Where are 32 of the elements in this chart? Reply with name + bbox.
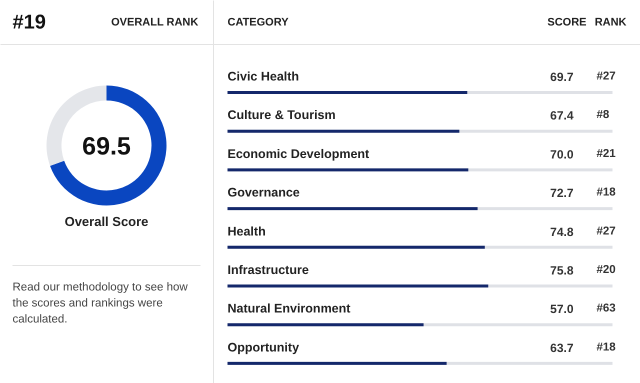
- text: Overall Score: [64, 214, 148, 229]
- data-label: 67.4: [550, 108, 574, 123]
- text: Read our methodology to see how the scores and rankings were calculated.: [12, 282, 188, 326]
- data-label: 70.0: [550, 147, 574, 162]
- text: RANK: [594, 16, 627, 28]
- y-tick-label: Civic Health: [228, 70, 300, 84]
- text: #27: [596, 225, 616, 238]
- y-tick-label: Infrastructure: [228, 263, 309, 277]
- data-label: 69.7: [550, 70, 574, 84]
- y-tick-label: Culture & Tourism: [228, 108, 336, 122]
- text: #18: [596, 186, 616, 199]
- text: #20: [596, 264, 616, 276]
- text: SCORE: [547, 16, 587, 28]
- chart-subtitle: OVERALL RANK: [111, 16, 198, 28]
- y-tick-label: Governance: [228, 186, 300, 200]
- text: #27: [596, 70, 616, 82]
- y-tick-label: Natural Environment: [228, 302, 352, 316]
- text: CATEGORY: [228, 16, 290, 28]
- data-label: 74.8: [550, 224, 574, 239]
- y-tick-label: Health: [228, 224, 266, 238]
- data-label: 69.5: [82, 132, 131, 160]
- data-label: 57.0: [550, 302, 574, 316]
- chart-title: #19: [12, 12, 46, 34]
- data-label: 72.7: [550, 186, 574, 200]
- text: #8: [596, 109, 610, 122]
- y-tick-label: Economic Development: [228, 146, 370, 161]
- data-label: 63.7: [550, 340, 574, 355]
- data-label: 75.8: [550, 264, 574, 278]
- y-tick-label: Opportunity: [228, 340, 300, 354]
- text: #18: [596, 341, 616, 354]
- text: #63: [596, 302, 616, 315]
- text: #21: [596, 148, 616, 160]
